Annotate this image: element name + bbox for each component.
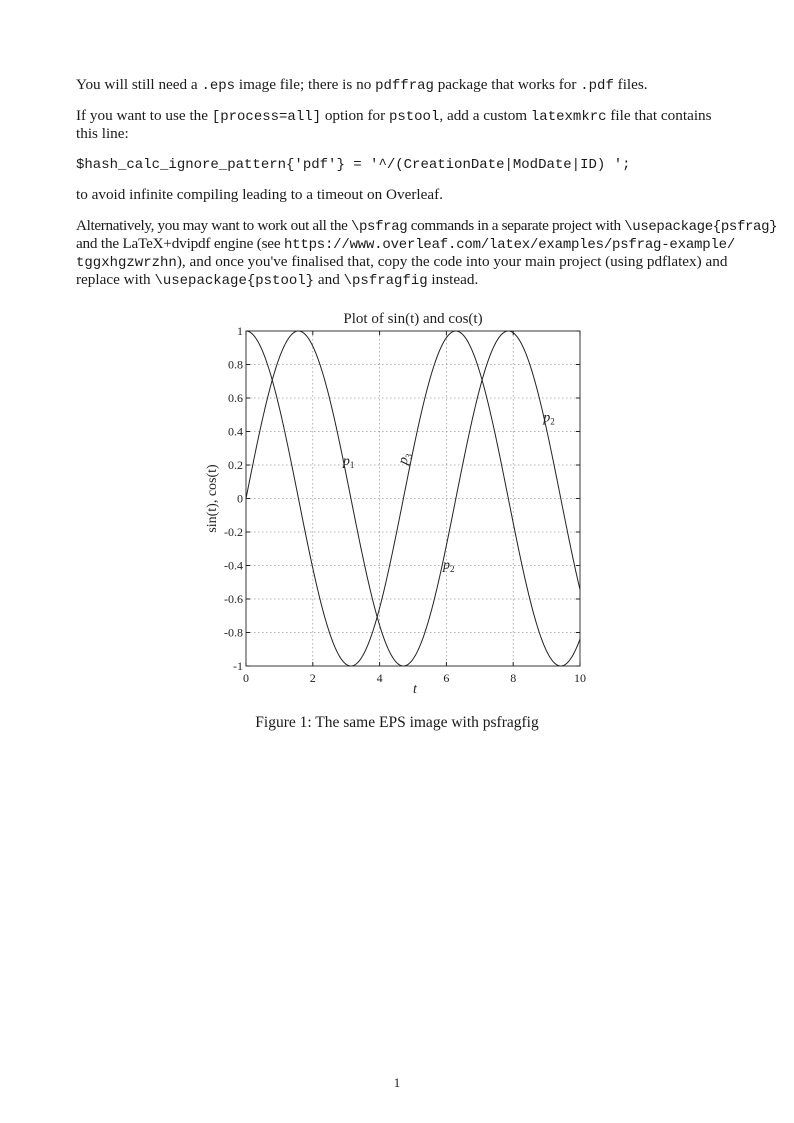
y-tick-label: -0.4	[224, 559, 243, 573]
sin-cos-plot: 0 2 4 6 8 10 1 0.8 0.6 0.4 0.2 0 -0.2 -0.4 -0.6 -0.8 -1 P…	[205, 311, 586, 697]
text: files.	[613, 76, 648, 93]
y-tick-label: 0.8	[228, 358, 243, 372]
text: and	[314, 271, 344, 288]
text: Alternatively, you may want to work out …	[76, 217, 351, 234]
code-pdffrag: pdffrag	[375, 78, 434, 94]
paragraph-eps-note: You will still need a .eps image file; t…	[76, 76, 794, 95]
text: file that contains	[606, 107, 712, 124]
figure-caption: Figure 1: The same EPS image with psfrag…	[255, 714, 539, 731]
x-tick-label: 4	[377, 671, 383, 685]
code-usepackage-pstool: \usepackage{pstool}	[154, 273, 315, 289]
curve-label-p3: p3	[395, 451, 414, 468]
y-tick-label: 0.4	[228, 425, 243, 439]
curve-label-p2: p2	[542, 410, 555, 426]
series-sin-line	[245, 330, 581, 667]
code-usepackage-psfrag: \usepackage{psfrag}	[624, 219, 778, 235]
link-overleaf-example[interactable]: https://www.overleaf.com/latex/examples/…	[283, 237, 736, 253]
curve-label-p1: p1	[342, 454, 355, 470]
y-tick-label: -0.6	[224, 592, 243, 606]
link-overleaf-example-cont[interactable]: tggxhgzwrzhn	[76, 255, 177, 271]
code-pdf: .pdf	[580, 78, 614, 94]
text: instead.	[427, 271, 479, 288]
y-tick-label: 0	[237, 492, 243, 506]
text: You will still need a	[76, 76, 202, 93]
x-tick-label: 8	[510, 671, 516, 685]
paragraph-alternatively-2: and the LaTeX+dvipdf engine (see https:/…	[76, 235, 794, 254]
y-axis-label: sin(t), cos(t)	[205, 464, 220, 533]
x-tick-label: 6	[443, 671, 449, 685]
text: option for	[321, 107, 389, 124]
text: and the LaTeX+dvipdf engine (see	[76, 235, 284, 252]
curve-label-p2: p2	[442, 558, 455, 574]
chart-title: Plot of sin(t) and cos(t)	[343, 311, 482, 327]
text: ), and once you've finalised that, copy …	[176, 253, 728, 270]
code-eps: .eps	[201, 78, 236, 94]
x-tick-label: 10	[574, 671, 586, 685]
paragraph-alternatively-1: Alternatively, you may want to work out …	[76, 217, 794, 236]
paragraph-line: this line:	[76, 125, 129, 142]
plot-frame	[245, 330, 581, 667]
text: package that works for	[433, 76, 581, 93]
code-latexmkrc: latexmkrc	[530, 109, 607, 125]
code-pstool: pstool	[388, 109, 440, 125]
text: If you want to use the	[76, 107, 212, 124]
paragraph-alternatively-4: replace with \usepackage{pstool} and \ps…	[76, 271, 794, 290]
code-process-all: [process=all]	[211, 109, 322, 125]
paragraph-alternatively-3: tggxhgzwrzhn), and once you've finalised…	[76, 253, 794, 272]
text: image file; there is no	[235, 76, 376, 93]
code-line: $hash_calc_ignore_pattern{'pdf'} = '^/(C…	[76, 157, 631, 173]
paragraph-avoid: to avoid infinite compiling leading to a…	[76, 186, 443, 203]
y-tick-label: -0.8	[224, 626, 243, 640]
code-psfragfig: \psfragfig	[343, 273, 428, 289]
y-tick-label: -1	[233, 659, 243, 673]
y-tick-label: 1	[237, 324, 243, 338]
x-axis-label: t	[413, 682, 418, 697]
x-tick-label: 0	[243, 671, 249, 685]
code-psfrag: \psfrag	[350, 219, 408, 235]
text: commands in a separate project with	[407, 217, 625, 234]
y-tick-label: 0.6	[228, 391, 243, 405]
y-tick-label: 0.2	[228, 458, 243, 472]
text: replace with	[76, 271, 155, 288]
paragraph-process-all: If you want to use the [process=all] opt…	[76, 107, 794, 126]
page-number: 1	[393, 1075, 401, 1090]
y-tick-label: -0.2	[224, 525, 243, 539]
text: , add a custom	[439, 107, 531, 124]
series-cos-line	[245, 330, 581, 667]
x-tick-label: 2	[310, 671, 316, 685]
